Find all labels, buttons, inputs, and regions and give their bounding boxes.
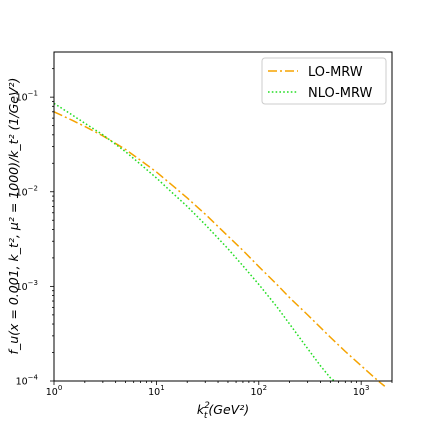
legend-box <box>261 57 387 105</box>
x-tick-label: 103 <box>353 384 370 398</box>
legend: LO-MRW NLO-MRW <box>261 57 387 105</box>
y-tick-label: 10−1 <box>16 90 38 104</box>
y-tick-label: 10−2 <box>16 184 38 198</box>
x-axis-label: k2 t(GeV²) <box>197 401 249 421</box>
x-tick-label: 102 <box>251 384 268 398</box>
y-tick-label: 10−3 <box>16 279 38 293</box>
legend-label-lo-mrw: LO-MRW <box>308 65 363 80</box>
legend-label-nlo-mrw: NLO-MRW <box>308 86 373 101</box>
y-axis-label: f_u(x = 0.001, k_t², μ² = 1000)/k_t² (1/… <box>6 78 21 355</box>
x-axis-label-main: k <box>197 402 205 417</box>
x-axis-label-sup: 2 <box>204 401 210 411</box>
plot-background <box>54 52 392 381</box>
x-tick-label: 100 <box>46 384 63 398</box>
x-tick-label: 101 <box>148 384 165 398</box>
series-layer <box>53 102 386 387</box>
x-axis-label-sub: t <box>204 411 208 421</box>
plot-frame <box>53 51 393 382</box>
tick-layer: 100 101 102 103 10−4 10−3 10−2 10−1 <box>16 68 393 398</box>
series-line-nlo-mrw <box>53 102 336 382</box>
x-axis-label-units: (GeV²) <box>208 402 249 417</box>
series-line-lo-mrw <box>53 111 386 387</box>
y-tick-label: 10−4 <box>16 374 39 388</box>
